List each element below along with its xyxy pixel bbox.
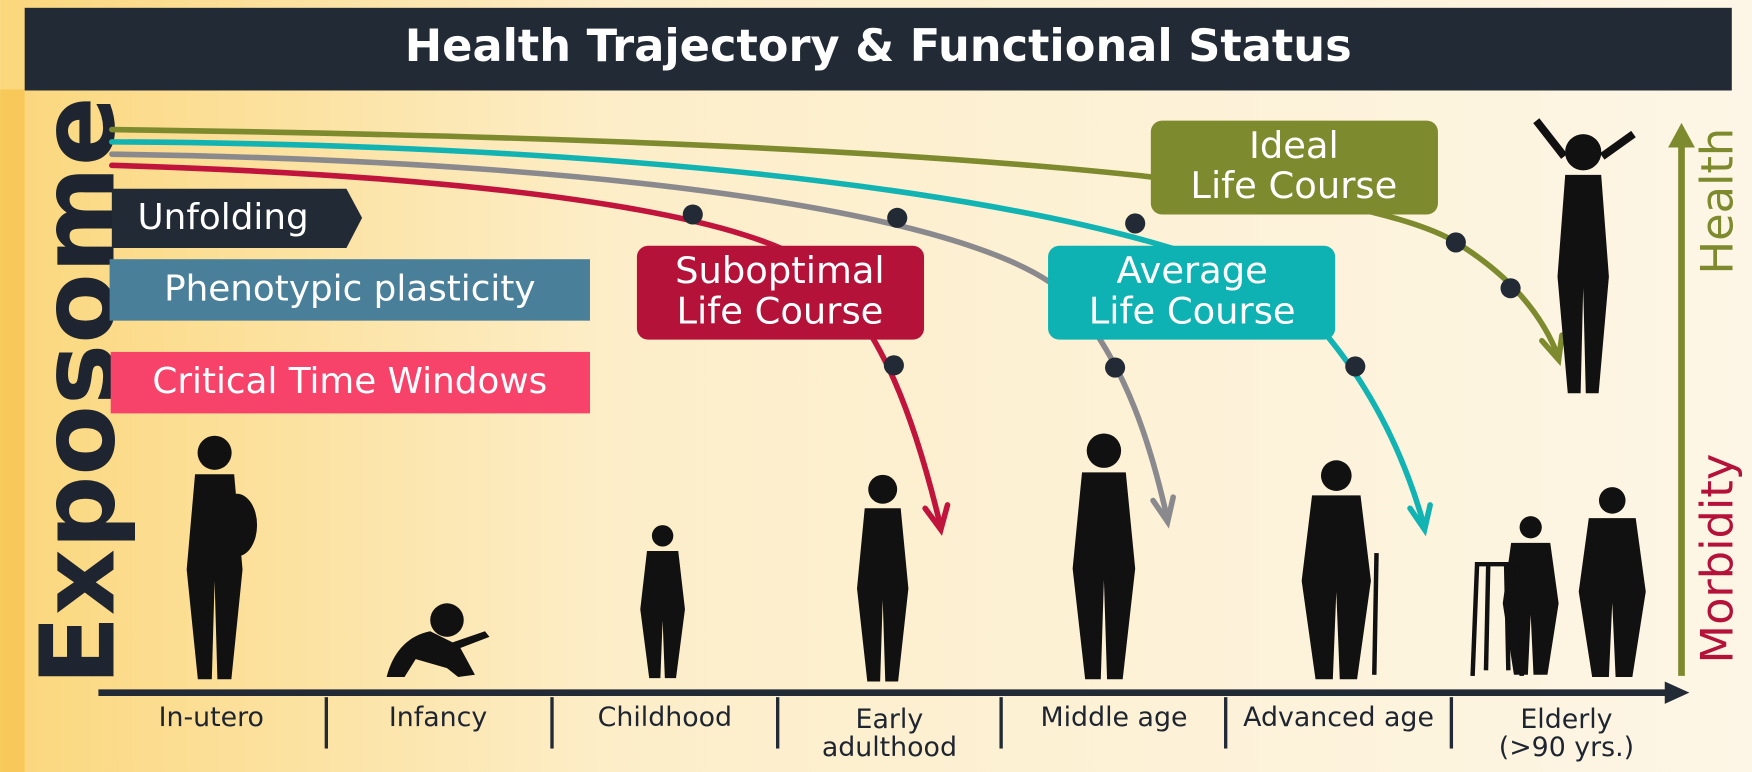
point <box>1345 356 1365 376</box>
stage-label: adulthood <box>822 732 957 763</box>
head <box>430 603 464 637</box>
head <box>1565 134 1601 170</box>
head <box>1520 516 1542 538</box>
stage-label: Middle age <box>1040 702 1187 733</box>
tag-text: Critical Time Windows <box>152 361 547 402</box>
point <box>1125 213 1145 233</box>
head <box>198 436 232 470</box>
stage-label: (>90 yrs.) <box>1499 732 1634 763</box>
box-text: Life Course <box>676 289 883 332</box>
box-text: Ideal <box>1249 124 1339 167</box>
head <box>1599 487 1626 514</box>
point <box>884 355 904 375</box>
point <box>887 208 907 228</box>
head <box>1321 460 1352 491</box>
head <box>652 525 673 546</box>
stage-label: Infancy <box>389 702 487 733</box>
stage-label: Advanced age <box>1243 702 1434 733</box>
infographic: Health Trajectory & Functional Status Ex… <box>0 0 1752 772</box>
belly <box>217 494 257 557</box>
tag-text: Phenotypic plasticity <box>164 268 535 309</box>
tag-text: Unfolding <box>138 197 309 238</box>
stage-label: Early <box>856 704 924 735</box>
health-label: Health <box>1692 128 1744 275</box>
point <box>1446 232 1466 252</box>
box-text: Suboptimal <box>675 249 885 292</box>
head <box>1087 433 1121 467</box>
cane <box>1374 553 1376 675</box>
point <box>683 204 703 224</box>
stage-label: Childhood <box>598 702 732 733</box>
title: Health Trajectory & Functional Status <box>405 20 1352 72</box>
head <box>868 475 897 504</box>
box-text: Life Course <box>1190 164 1397 207</box>
stage-label: In-utero <box>159 702 264 733</box>
box-text: Life Course <box>1089 289 1296 332</box>
point <box>1105 358 1125 378</box>
morbidity-label: Morbidity <box>1692 454 1744 664</box>
box-text: Average <box>1116 249 1267 292</box>
stage-label: Elderly <box>1520 704 1612 735</box>
point <box>1501 278 1521 298</box>
